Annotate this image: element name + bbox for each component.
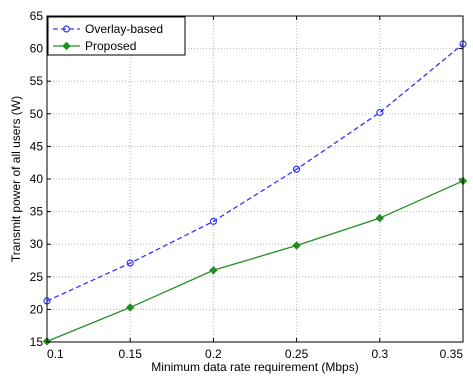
legend-marker bbox=[62, 41, 71, 51]
x-tick-labels: 0.1 0.15 0.2 0.25 0.3 0.35 bbox=[47, 347, 463, 361]
y-tick-label: 50 bbox=[30, 107, 44, 121]
legend: Overlay-based Proposed bbox=[47, 16, 186, 56]
series-line bbox=[46, 180, 464, 342]
y-tick-label: 60 bbox=[30, 42, 44, 56]
y-tick-label: 15 bbox=[30, 335, 44, 349]
data-point bbox=[125, 303, 135, 312]
plot-frame bbox=[46, 15, 464, 343]
y-tick-label: 45 bbox=[30, 139, 44, 153]
data-point bbox=[375, 213, 385, 223]
series-line bbox=[46, 43, 464, 302]
x-tick-label: 0.15 bbox=[119, 347, 143, 361]
y-tick-labels: 15 20 25 30 35 40 45 50 55 60 65 bbox=[30, 9, 44, 349]
y-tick-label: 55 bbox=[30, 74, 44, 88]
y-tick-label: 20 bbox=[30, 302, 44, 316]
x-tick-label: 0.1 bbox=[47, 347, 64, 361]
data-point bbox=[376, 108, 384, 117]
y-tick-label: 65 bbox=[30, 9, 44, 23]
y-tick-label: 40 bbox=[30, 172, 44, 186]
legend-label: Proposed bbox=[85, 39, 136, 53]
data-point bbox=[209, 217, 217, 225]
x-tick-label: 0.2 bbox=[205, 347, 222, 361]
y-axis-label: Transmit power of all users (W) bbox=[9, 96, 23, 262]
y-tick-label: 25 bbox=[30, 270, 44, 284]
x-tick-label: 0.3 bbox=[371, 347, 388, 361]
series-proposed bbox=[42, 176, 468, 346]
x-tick-label: 0.35 bbox=[440, 347, 464, 361]
x-axis-label: Minimum data rate requirement (Mbps) bbox=[151, 360, 358, 374]
x-tick-label: 0.25 bbox=[285, 347, 309, 361]
data-point bbox=[126, 259, 134, 267]
y-tick-label: 35 bbox=[30, 205, 44, 219]
data-point bbox=[293, 165, 301, 173]
legend-marker bbox=[62, 25, 71, 33]
legend-box bbox=[47, 16, 186, 56]
data-point bbox=[209, 266, 218, 275]
legend-label: Overlay-based bbox=[85, 22, 163, 36]
y-tick-label: 30 bbox=[30, 237, 44, 251]
data-point bbox=[292, 241, 301, 250]
